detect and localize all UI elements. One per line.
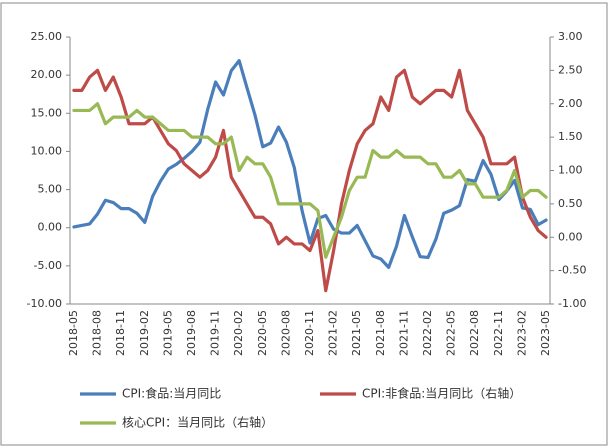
x-tick-label: 2022-08 — [468, 310, 481, 356]
x-tick-label: 2023-05 — [539, 310, 552, 356]
x-tick-label: 2022-02 — [421, 310, 434, 356]
x-tick-label: 2019-08 — [185, 310, 198, 356]
x-tick-label: 2022-05 — [445, 310, 458, 356]
y-tick-label: 5.00 — [38, 183, 63, 196]
series-line — [72, 59, 548, 269]
series-line — [72, 102, 548, 259]
y-tick-label: 15.00 — [31, 106, 63, 119]
x-tick-label: 2020-11 — [303, 310, 316, 356]
legend-label: 核心CPI：当月同比（右轴） — [122, 415, 273, 430]
x-tick-label: 2023-02 — [515, 310, 528, 356]
x-tick-label: 2019-11 — [209, 310, 222, 356]
x-tick-label: 2018-11 — [114, 310, 127, 356]
x-tick-label: 2021-08 — [374, 310, 387, 356]
x-tick-label: 2020-08 — [279, 310, 292, 356]
y2-tick-label: -1.00 — [558, 297, 586, 310]
y2-tick-label: 2.50 — [558, 63, 583, 76]
x-tick-label: 2019-05 — [161, 310, 174, 356]
y-tick-label: 10.00 — [31, 144, 63, 157]
y2-tick-label: 0.50 — [558, 197, 583, 210]
y2-tick-label: 2.00 — [558, 97, 583, 110]
x-tick-label: 2020-02 — [232, 310, 245, 356]
y2-tick-label: -0.50 — [558, 264, 586, 277]
x-tick-label: 2021-02 — [327, 310, 340, 356]
x-tick-label: 2020-05 — [256, 310, 269, 356]
y-tick-label: 0.00 — [38, 221, 63, 234]
y2-tick-label: 3.00 — [558, 30, 583, 43]
y-tick-label: -5.00 — [34, 259, 62, 272]
legend-label: CPI:非食品:当月同比（右轴） — [362, 386, 521, 401]
y-tick-label: 25.00 — [31, 30, 63, 43]
y2-tick-label: 0.00 — [558, 230, 583, 243]
x-tick-label: 2018-08 — [91, 310, 104, 356]
y-tick-label: 20.00 — [31, 68, 63, 81]
x-tick-label: 2021-11 — [397, 310, 410, 356]
x-tick-label: 2019-02 — [138, 310, 151, 356]
x-tick-label: 2022-11 — [492, 310, 505, 356]
x-tick-label: 2018-05 — [67, 310, 80, 356]
x-tick-label: 2021-05 — [350, 310, 363, 356]
legend-label: CPI:食品:当月同比 — [122, 386, 221, 401]
y-tick-label: -10.00 — [27, 297, 62, 310]
y2-tick-label: 1.50 — [558, 130, 583, 143]
y2-tick-label: 1.00 — [558, 164, 583, 177]
